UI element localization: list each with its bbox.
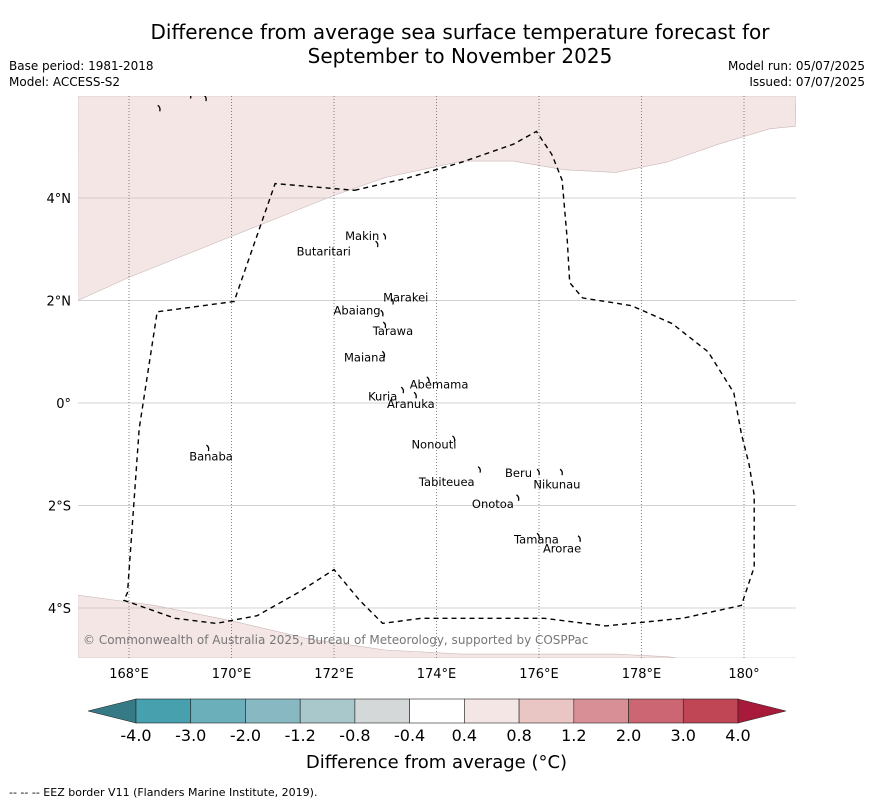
lon-tick-label: 176°E (519, 667, 559, 682)
colorbar-tick-label: -4.0 (120, 726, 151, 745)
chart-title: Difference from average sea surface temp… (0, 20, 873, 68)
lat-tick-label: 4°N (47, 192, 72, 207)
lon-tick-label: 168°E (109, 667, 149, 682)
lon-tick-label: 174°E (417, 667, 457, 682)
colorbar-tick-label: 2.0 (616, 726, 641, 745)
island-outline (413, 391, 417, 399)
gridlines (78, 96, 796, 658)
colorbar: -4.0 -3.0 -2.0 -1.2 -0.8 -0.4 0.4 0.8 1.2 2.0 3.0 4… (87, 698, 787, 745)
colorbar-tick-label: -2.0 (230, 726, 261, 745)
island-outline (189, 96, 192, 99)
place-label-marakei: Marakei (383, 290, 428, 304)
colorbar-tick-label: 3.0 (671, 726, 696, 745)
place-label-maiana: Maiana (344, 350, 386, 364)
model-info: Base period: 1981-2018 Model: ACCESS-S2 (9, 58, 154, 90)
colorbar-high-arrow (737, 698, 787, 724)
model-name: Model: ACCESS-S2 (9, 75, 121, 89)
copyright-notice: © Commonwealth of Australia 2025, Bureau… (83, 633, 588, 647)
place-label-butaritari: Butaritari (297, 244, 351, 258)
colorbar-segment (518, 698, 575, 724)
place-label-tarawa: Tarawa (372, 324, 413, 338)
run-info: Model run: 05/07/2025 Issued: 07/07/2025 (728, 58, 865, 90)
chart-title-line-2: September to November 2025 (307, 44, 613, 68)
island-outline (516, 494, 520, 501)
lon-tick-label: 180° (728, 667, 759, 682)
colorbar-low-arrow (87, 698, 137, 724)
colorbar-tick-label: 4.0 (725, 726, 750, 745)
lon-tick-label: 172°E (314, 667, 354, 682)
island-outline (477, 466, 481, 473)
place-label-abaiang: Abaiang (334, 303, 381, 317)
island-outline (426, 376, 430, 384)
colorbar-tick-label: 0.8 (506, 726, 531, 745)
colorbar-segment (682, 698, 739, 724)
place-label-makin: Makin (345, 229, 379, 243)
island-outline (381, 350, 386, 358)
base-period: Base period: 1981-2018 (9, 59, 154, 73)
lat-tick-label: 4°S (48, 602, 71, 617)
colorbar-tick-label: -3.0 (175, 726, 206, 745)
colorbar-segment (464, 698, 520, 724)
colorbar-tick-label: 0.4 (452, 726, 477, 745)
island-outline (400, 386, 405, 394)
island-outline (382, 232, 387, 240)
island-outline (577, 535, 581, 542)
place-label-beru: Beru (505, 466, 532, 480)
island-outline (157, 104, 161, 112)
island-outline (536, 532, 540, 540)
place-label-nonouti: Nonouti (411, 438, 456, 452)
colorbar-segment (190, 698, 246, 724)
place-label-tabiteuea: Tabiteuea (418, 475, 475, 489)
issued-date: Issued: 07/07/2025 (749, 75, 865, 89)
axis-tick-labels: 168°E 170°E 172°E 174°E 176°E 178°E 180° 4°N 2°N… (47, 192, 760, 682)
place-label-aranuka: Aranuka (387, 397, 435, 411)
place-label-tamana: Tamana (513, 532, 559, 546)
eez-footnote: -- -- -- EEZ border V11 (Flanders Marine… (9, 786, 318, 799)
colorbar-segment (628, 698, 684, 724)
lon-tick-label: 178°E (622, 667, 662, 682)
eez-border (122, 130, 755, 627)
place-label-banaba: Banaba (189, 449, 233, 463)
lat-tick-label: 0° (56, 397, 71, 412)
island-outline (382, 321, 387, 329)
island-outline (390, 297, 394, 305)
colorbar-segment (573, 698, 629, 724)
island-outline (452, 435, 456, 443)
island-outline (204, 96, 207, 102)
colorbar-segment (409, 698, 465, 724)
colorbar-tick-label: -0.4 (394, 726, 425, 745)
lat-tick-label: 2°N (47, 295, 72, 310)
place-label-abemama: Abemama (410, 378, 469, 392)
colorbar-tick-label: -0.8 (339, 726, 370, 745)
lon-tick-label: 170°E (212, 667, 252, 682)
colorbar-segment (299, 698, 356, 724)
island-outline (380, 309, 384, 317)
island-outline (375, 240, 379, 248)
place-label-nikunau: Nikunau (533, 478, 580, 492)
place-label-kuria: Kuria (368, 389, 397, 403)
lat-tick-label: 2°S (48, 500, 71, 515)
island-outline (559, 468, 563, 476)
colorbar-title: Difference from average (°C) (305, 752, 568, 773)
colorbar-segment (135, 698, 192, 724)
island-outline (536, 468, 540, 476)
colorbar-segment (354, 698, 410, 724)
islands (157, 96, 581, 542)
chart-title-line-1: Difference from average sea surface temp… (150, 20, 770, 44)
colorbar-tick-label: -1.2 (285, 726, 316, 745)
colorbar-tick-label: 1.2 (561, 726, 586, 745)
eez-border-line (122, 130, 755, 627)
model-run-date: Model run: 05/07/2025 (727, 59, 865, 73)
place-label-onotoa: Onotoa (472, 497, 514, 511)
place-label-arorae: Arorae (543, 542, 581, 556)
anomaly-region-south (78, 594, 796, 658)
colorbar-segment (245, 698, 301, 724)
island-outline (206, 444, 210, 452)
